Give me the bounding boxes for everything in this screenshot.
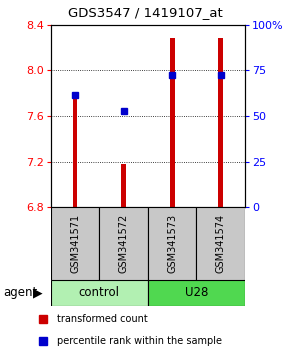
Text: GSM341574: GSM341574 xyxy=(216,214,226,273)
Bar xyxy=(196,207,245,280)
Bar xyxy=(218,39,223,207)
Bar xyxy=(99,207,148,280)
Bar xyxy=(148,280,245,306)
Text: GSM341571: GSM341571 xyxy=(70,214,80,273)
Bar xyxy=(51,280,148,306)
Bar xyxy=(121,164,126,207)
Bar xyxy=(148,207,196,280)
Bar xyxy=(72,96,77,207)
Text: GDS3547 / 1419107_at: GDS3547 / 1419107_at xyxy=(68,6,222,19)
Text: U28: U28 xyxy=(185,286,208,299)
Text: ▶: ▶ xyxy=(33,286,43,299)
Bar xyxy=(170,39,175,207)
Text: GSM341572: GSM341572 xyxy=(119,214,128,273)
Text: transformed count: transformed count xyxy=(57,314,148,324)
Bar xyxy=(51,207,99,280)
Text: GSM341573: GSM341573 xyxy=(167,214,177,273)
Text: agent: agent xyxy=(3,286,37,299)
Text: percentile rank within the sample: percentile rank within the sample xyxy=(57,336,222,346)
Text: control: control xyxy=(79,286,120,299)
